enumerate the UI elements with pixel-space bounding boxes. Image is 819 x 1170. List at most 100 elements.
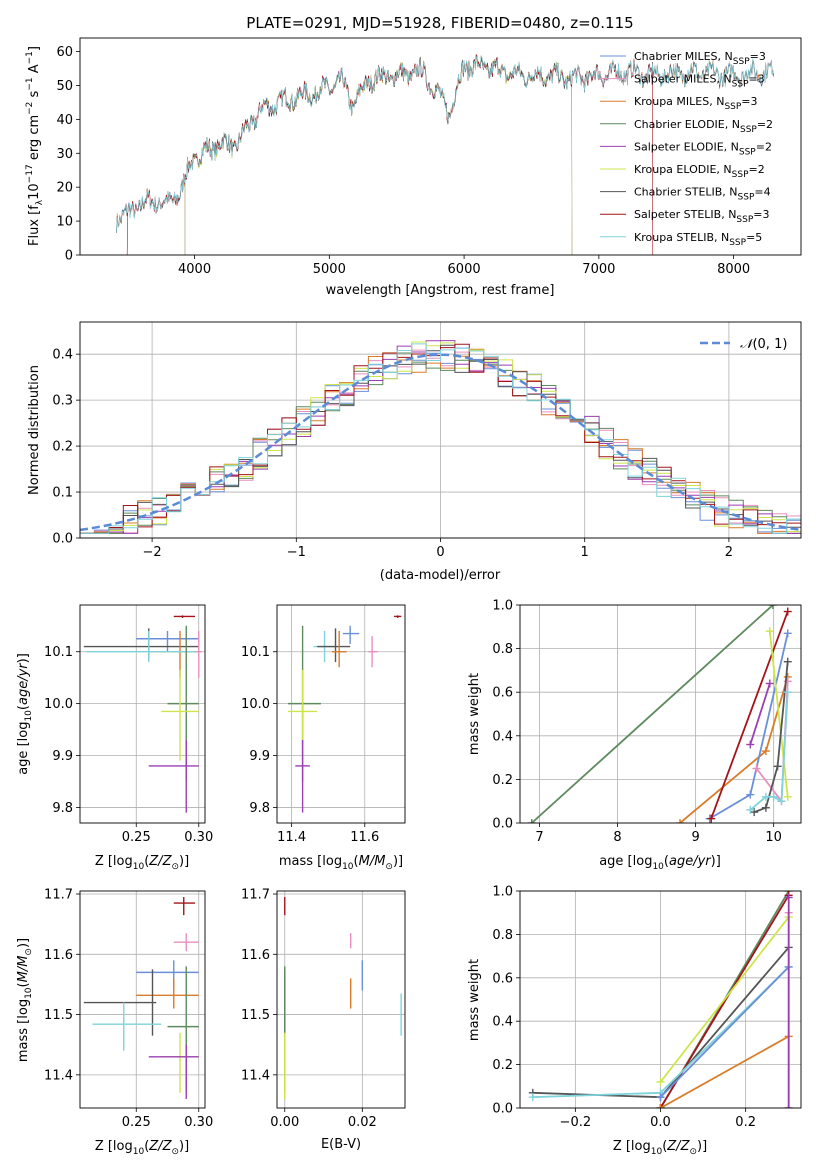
label-part: ( <box>144 854 149 869</box>
xtick-label: 0.30 <box>184 830 213 845</box>
label-part: ⊙ <box>24 948 34 956</box>
legend-entry: 𝒩(0, 1) <box>740 337 787 352</box>
ytick-label: 0.3 <box>52 394 73 409</box>
legend-entry: Chabrier STELIB, NSSP=4 <box>634 186 771 203</box>
label-part: Salpeter MILES, N <box>634 73 732 86</box>
weight-line <box>660 1035 790 1108</box>
axes-frame <box>79 890 206 1109</box>
label-part: 10 <box>27 183 42 200</box>
xtick-label: 9 <box>691 830 699 845</box>
label-part: Chabrier MILES, N <box>634 50 733 63</box>
label-part: Kroupa MILES, N <box>634 95 724 108</box>
xtick-label: −0.2 <box>560 1115 592 1130</box>
ytick-label: 11.5 <box>241 1008 270 1023</box>
legend-entry: Kroupa STELIB, NSSP=5 <box>634 231 762 248</box>
label-part: SSP <box>733 57 750 67</box>
xtick-label: 0 <box>436 545 444 560</box>
weight-line <box>659 966 790 1098</box>
label-part: SSP <box>736 215 753 225</box>
ytick-label: 1.0 <box>492 599 513 614</box>
ytick-label: 10.0 <box>44 697 73 712</box>
legend-entry: Chabrier ELODIE, NSSP=2 <box>634 118 773 135</box>
weight-line <box>531 605 774 823</box>
label-part: ( <box>16 982 31 987</box>
x-axis-label: Z [log10(Z/Z⊙)] <box>613 1139 707 1157</box>
legend-entry: Kroupa ELODIE, NSSP=2 <box>634 163 765 180</box>
label-part: 10 <box>342 862 354 872</box>
label-part: Z/Z <box>666 1139 690 1154</box>
label-part: Flux [f <box>27 205 42 246</box>
xtick-label: 6000 <box>448 262 481 277</box>
axes-frame <box>276 890 406 1109</box>
label-part: 10 <box>24 987 34 999</box>
plot-area <box>80 340 801 534</box>
label-part: Z/Z <box>148 1139 172 1154</box>
ytick-label: 0.6 <box>492 686 513 701</box>
legend-entry: Chabrier MILES, NSSP=3 <box>634 50 766 67</box>
x-axis-label: E(B-V) <box>321 1137 361 1152</box>
axes-massweight_vs_age: 7 8 9 10 0.0 0.2 0.4 0.6 0.8 1.0 <box>492 599 802 845</box>
label-part: 10 <box>651 1147 663 1157</box>
label-part: SSP <box>740 125 757 135</box>
ytick-label: 0.0 <box>492 1102 513 1117</box>
label-part: ( <box>16 705 31 710</box>
label-part: 10 <box>133 1147 145 1157</box>
xtick-label: 0.25 <box>122 1115 151 1130</box>
figure-title: PLATE=0291, MJD=51928, FIBERID=0480, z=0… <box>246 14 633 32</box>
label-part: M/M <box>16 956 31 983</box>
label-part: ⊙ <box>385 862 393 872</box>
spectrum-line-chabrier-elodie <box>184 54 573 255</box>
y-axis-label: mass weight <box>467 959 482 1041</box>
axes-age_vs_mass: 11.4 11.6 9.8 9.9 10.0 10.1 <box>241 604 406 845</box>
xtick-label: −2 <box>143 545 162 560</box>
ytick-label: 0.4 <box>52 348 73 363</box>
label-part: SSP <box>724 102 741 112</box>
y-axis-label: mass [log10(M/M⊙)] <box>16 938 34 1062</box>
x-axis-label: age [log10(age/yr)] <box>599 854 721 872</box>
label-part: =5 <box>746 231 762 244</box>
label-part: −1 <box>25 77 35 90</box>
xtick-label: 0.0 <box>650 1115 671 1130</box>
ytick-label: 11.6 <box>241 948 270 963</box>
label-part: M/M <box>359 854 386 869</box>
axes-residuals: −2 −1 0 1 2 0.0 0.1 0.2 0.3 0.4 <box>52 321 802 560</box>
histogram-kroupa-stelib <box>80 343 801 534</box>
label-part: SSP <box>732 80 749 90</box>
x-axis-label: mass [log10(M/M⊙)] <box>279 854 403 872</box>
label-part: age [log <box>599 854 652 869</box>
ytick-label: 0.1 <box>52 486 73 501</box>
xtick-label: 0.02 <box>348 1115 377 1130</box>
label-part: mass [log <box>16 999 31 1062</box>
label-part: age [log <box>16 722 31 775</box>
ytick-label: 1.0 <box>492 885 513 900</box>
label-part: )] <box>16 938 31 948</box>
legend-entry: Salpeter STELIB, NSSP=3 <box>634 208 770 225</box>
y-axis-label: Flux [fλ10−17 erg cm−2 s−1 A−1] <box>25 46 45 246</box>
xtick-label: 10 <box>765 830 782 845</box>
label-part: )] <box>697 1139 707 1154</box>
label-part: s <box>27 90 42 101</box>
plot-area <box>527 605 792 823</box>
label-part: age/yr <box>669 854 712 869</box>
x-axis-label: Z [log10(Z/Z⊙)] <box>95 1139 189 1157</box>
label-part: mass [log <box>279 854 342 869</box>
weight-line <box>768 631 789 797</box>
label-part: Kroupa STELIB, N <box>634 231 729 244</box>
axes-massweight_vs_Z: −0.2 0.0 0.2 0.0 0.2 0.4 0.6 0.8 1.0 <box>492 885 802 1130</box>
axes-frame <box>519 604 802 824</box>
label-part: Chabrier ELODIE, N <box>634 118 740 131</box>
spectrum-line-kroupa-stelib <box>116 54 775 233</box>
weight-line <box>753 661 789 813</box>
label-part: )] <box>179 1139 189 1154</box>
xtick-label: 7000 <box>582 262 615 277</box>
label-part: erg cm <box>27 115 42 164</box>
weight-line <box>679 676 789 823</box>
label-part: −2 <box>25 102 35 115</box>
label-part: Salpeter STELIB, N <box>634 208 736 221</box>
label-part: )] <box>179 854 189 869</box>
x-axis-label: (data-model)/error <box>380 568 501 583</box>
ytick-label: 11.5 <box>44 1008 73 1023</box>
xtick-label: 11.6 <box>350 830 379 845</box>
plot-area <box>284 897 402 1099</box>
